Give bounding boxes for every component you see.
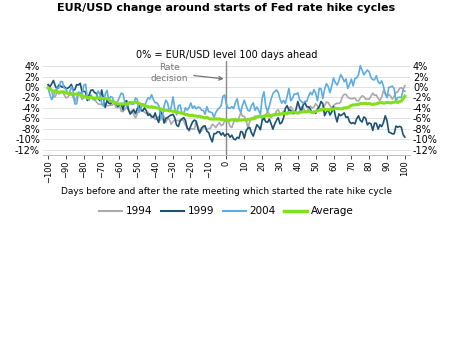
- Title: 0% = EUR/USD level 100 days ahead: 0% = EUR/USD level 100 days ahead: [136, 50, 317, 60]
- Text: EUR/USD change around starts of Fed rate hike cycles: EUR/USD change around starts of Fed rate…: [58, 3, 395, 13]
- Text: Rate
decision: Rate decision: [151, 63, 222, 83]
- Legend: 1994, 1999, 2004, Average: 1994, 1999, 2004, Average: [95, 202, 358, 220]
- X-axis label: Days before and after the rate meeting which started the rate hike cycle: Days before and after the rate meeting w…: [61, 187, 392, 196]
